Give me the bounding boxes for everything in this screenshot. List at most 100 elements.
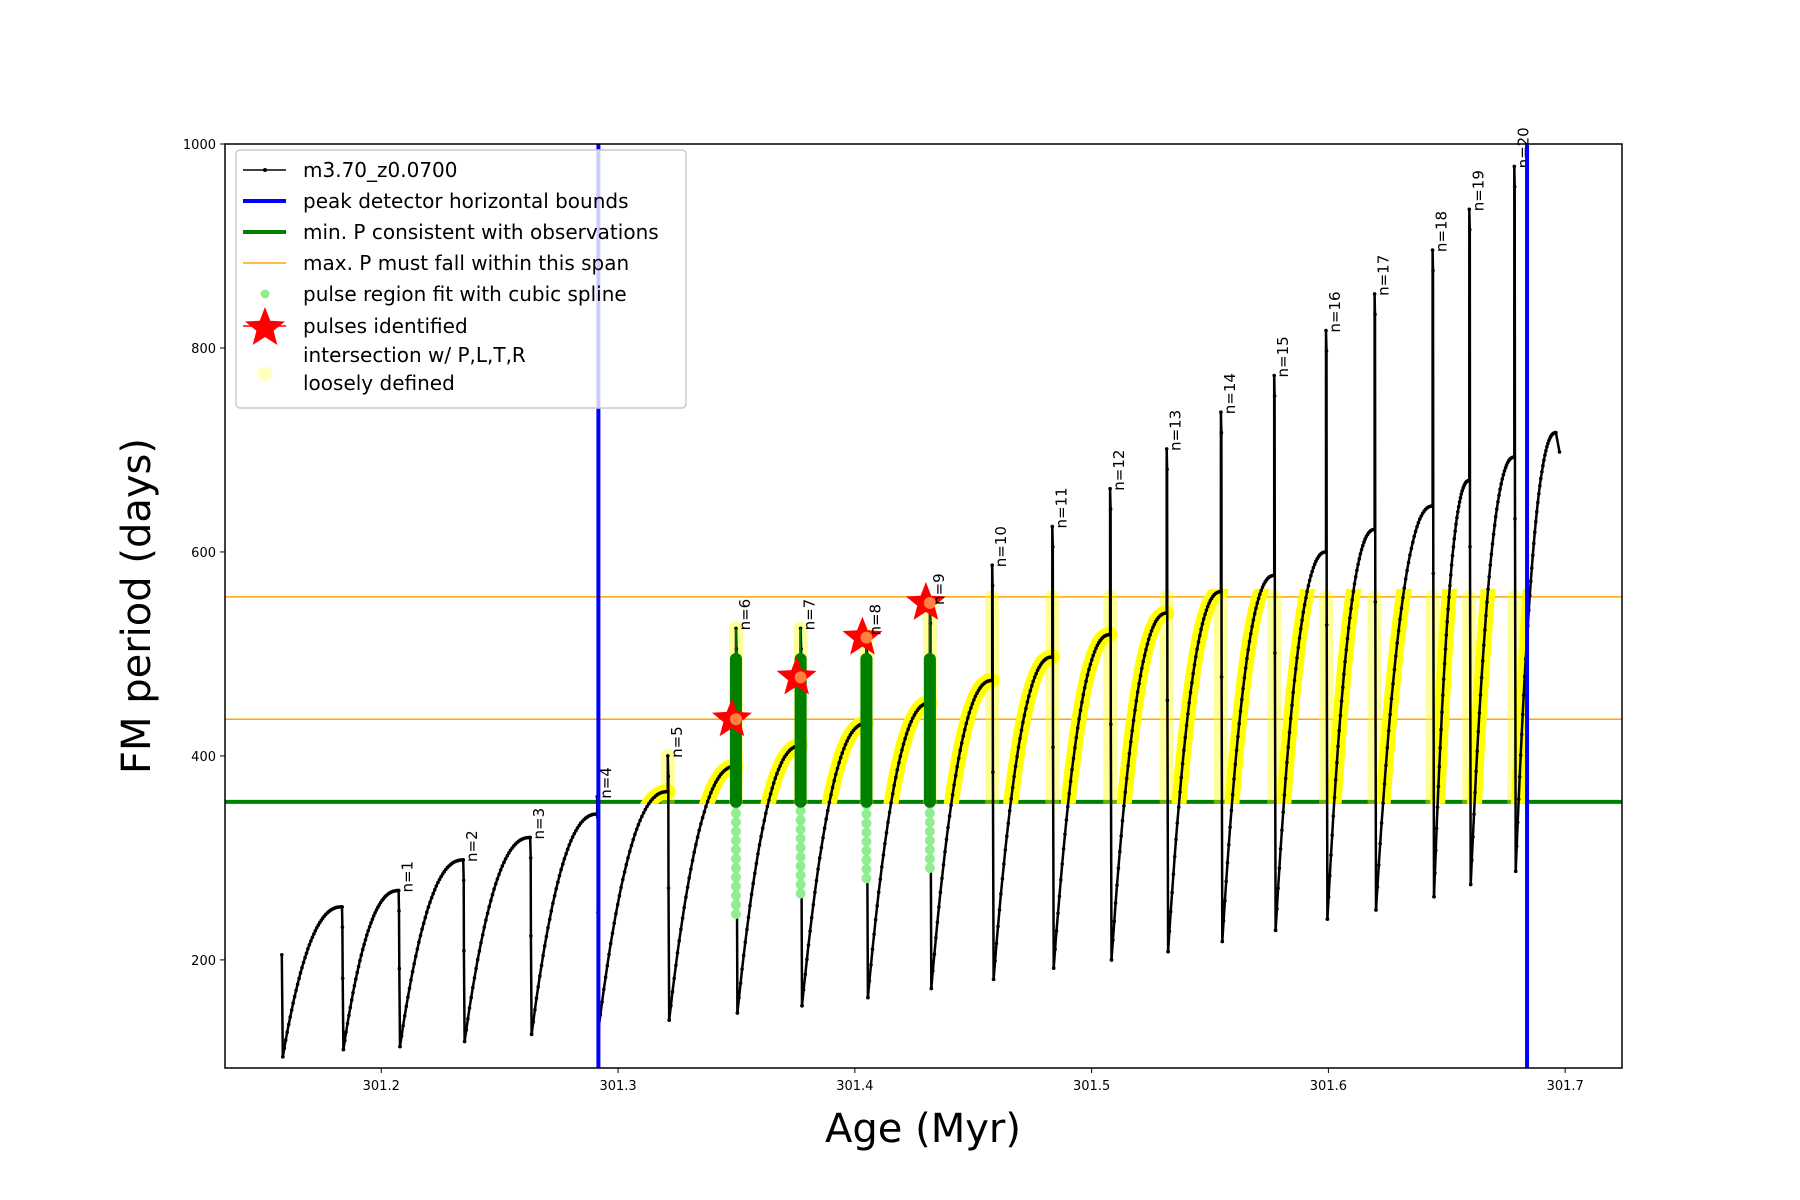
y-tick-label: 400 bbox=[191, 750, 216, 765]
track-segment bbox=[665, 754, 672, 1022]
legend-label-line2: loosely defined bbox=[303, 371, 455, 395]
spline-point-light bbox=[924, 844, 935, 855]
pulse-label: n=13 bbox=[1167, 410, 1185, 451]
spline-point-light bbox=[795, 851, 806, 862]
track-segment bbox=[596, 789, 670, 1030]
spline-point-light bbox=[795, 815, 806, 826]
intersection-marker bbox=[923, 596, 936, 609]
spline-point-light bbox=[730, 817, 741, 828]
pulse-label: n=5 bbox=[668, 726, 686, 758]
pulse-label: n=4 bbox=[597, 767, 615, 799]
intersection-arc bbox=[760, 738, 809, 804]
plot-frame bbox=[224, 143, 1623, 1069]
track-segment bbox=[1051, 632, 1112, 970]
track-segment bbox=[929, 678, 995, 991]
y-tick-label: 1000 bbox=[183, 138, 216, 153]
pulse-label: n=12 bbox=[1110, 450, 1128, 491]
spline-point-light bbox=[730, 881, 741, 892]
track-segment bbox=[398, 858, 466, 1049]
x-tick-label: 301.6 bbox=[1310, 1079, 1347, 1094]
pulse-label: n=17 bbox=[1375, 255, 1393, 296]
track-segment bbox=[1467, 207, 1473, 887]
spline-point-light bbox=[861, 845, 872, 856]
spline-point-light bbox=[730, 890, 741, 901]
spline-point-light bbox=[861, 854, 872, 865]
legend-box bbox=[235, 149, 687, 409]
intersection-arc bbox=[1003, 649, 1060, 804]
spline-point-light bbox=[861, 818, 872, 829]
track-segment bbox=[1272, 373, 1278, 933]
pulse-label: n=3 bbox=[530, 808, 548, 840]
track-segment bbox=[991, 655, 1055, 982]
track-segment bbox=[340, 905, 346, 1052]
track-segment bbox=[1325, 527, 1377, 921]
pulse-label: n=7 bbox=[801, 599, 819, 631]
pulse-label: n=19 bbox=[1469, 170, 1487, 211]
spline-point-light bbox=[795, 870, 806, 881]
x-tick-label: 301.2 bbox=[363, 1079, 400, 1094]
spline-fit-regions bbox=[729, 602, 936, 919]
spline-point-light bbox=[861, 864, 872, 875]
spline-point-light bbox=[795, 824, 806, 835]
spline-point-light bbox=[924, 853, 935, 864]
intersection-arc bbox=[639, 784, 676, 804]
spline-point-light bbox=[861, 827, 872, 838]
spline-point-light bbox=[924, 808, 935, 819]
pulse-label: n=20 bbox=[1514, 127, 1532, 168]
legend-label: m3.70_z0.0700 bbox=[303, 158, 458, 182]
spline-point-light bbox=[924, 863, 935, 874]
y-tick-label: 800 bbox=[191, 342, 216, 357]
intersection-marker bbox=[729, 713, 742, 726]
track-segment bbox=[279, 952, 285, 1059]
legend-label: pulses identified bbox=[303, 314, 468, 338]
spline-point-light bbox=[795, 842, 806, 853]
spline-point-light bbox=[730, 853, 741, 864]
legend-label: min. P consistent with observations bbox=[303, 220, 659, 244]
pulse-label: n=8 bbox=[866, 604, 884, 636]
spline-point-light bbox=[730, 808, 741, 819]
intersection-arc bbox=[1171, 588, 1229, 804]
track-segment bbox=[1050, 524, 1056, 970]
spline-point-light bbox=[924, 817, 935, 828]
intersection-arc bbox=[698, 758, 744, 804]
track-segment bbox=[1512, 164, 1518, 874]
intersection-arc bbox=[1224, 588, 1271, 804]
x-axis-label: Age (Myr) bbox=[825, 1106, 1021, 1152]
intersection-arc bbox=[1326, 588, 1362, 804]
legend-label: max. P must fall within this span bbox=[303, 251, 629, 275]
spline-point-light bbox=[795, 805, 806, 816]
pulse-label: n=6 bbox=[736, 599, 754, 631]
track-segment bbox=[396, 888, 402, 1049]
track-segment bbox=[1374, 504, 1435, 912]
spline-point-light bbox=[861, 873, 872, 884]
pulse-label: n=15 bbox=[1274, 336, 1292, 377]
track-segment bbox=[1108, 486, 1114, 962]
legend-label: intersection w/ P,L,T,R bbox=[303, 343, 526, 367]
track-segment bbox=[529, 812, 600, 1037]
spline-point-light bbox=[861, 836, 872, 847]
x-tick-label: 301.7 bbox=[1547, 1079, 1584, 1094]
track-segment bbox=[1372, 292, 1378, 912]
pulse-label: n=2 bbox=[463, 830, 481, 862]
spline-point-light bbox=[795, 833, 806, 844]
x-tick-label: 301.4 bbox=[836, 1079, 873, 1094]
track-segment bbox=[735, 743, 803, 1015]
spline-point-light bbox=[924, 826, 935, 837]
x-tick-label: 301.5 bbox=[1073, 1079, 1110, 1094]
track-segment bbox=[280, 905, 344, 1059]
intersection-arc bbox=[1375, 588, 1412, 804]
spline-point-light bbox=[795, 861, 806, 872]
pulse-label: n=11 bbox=[1052, 487, 1070, 528]
spline-point-light bbox=[861, 809, 872, 820]
legend-label: peak detector horizontal bounds bbox=[303, 189, 629, 213]
legend-circle-icon bbox=[257, 366, 273, 382]
spline-point-light bbox=[730, 844, 741, 855]
pulse-labels: n=1 n=2 n=3 n=4 n=5 n=6 n=7 n=8 n=9 n=10 n=11 n=12 n… bbox=[399, 127, 1533, 892]
pulse-label: n=14 bbox=[1221, 373, 1239, 414]
spline-point-light bbox=[730, 826, 741, 837]
spline-point-light bbox=[730, 872, 741, 883]
spline-point-light bbox=[795, 888, 806, 899]
intersection-arc bbox=[943, 673, 1000, 804]
